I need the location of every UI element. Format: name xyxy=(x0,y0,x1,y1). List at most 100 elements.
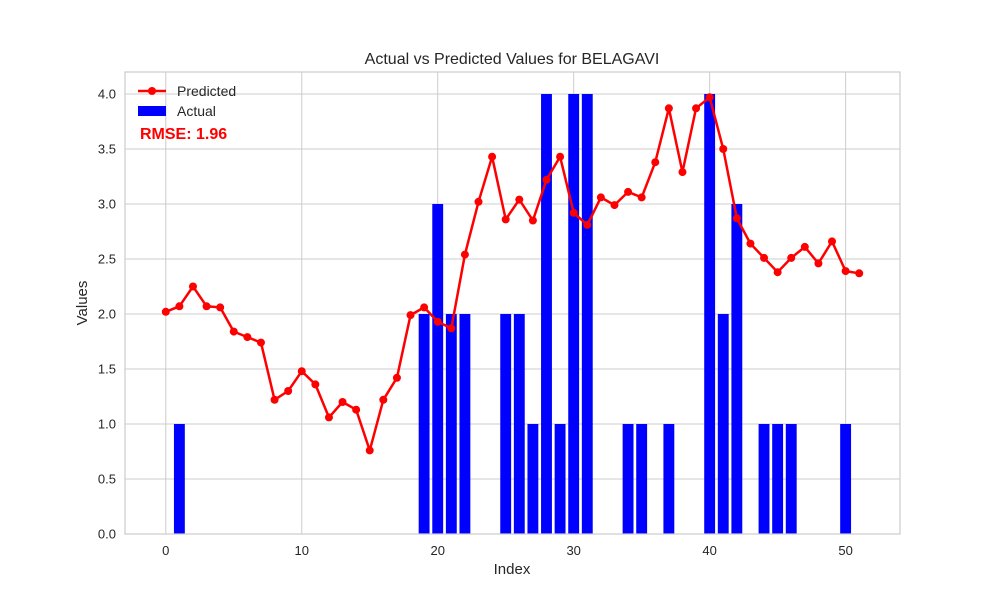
predicted-point xyxy=(488,152,497,161)
predicted-point xyxy=(447,324,456,333)
predicted-point xyxy=(732,214,741,223)
predicted-line xyxy=(161,93,864,455)
legend-predicted-marker xyxy=(148,87,156,95)
predicted-point xyxy=(556,152,565,161)
predicted-point xyxy=(705,93,714,102)
predicted-point xyxy=(433,317,442,326)
grid xyxy=(125,72,900,535)
y-tick-label: 3.0 xyxy=(98,197,116,212)
predicted-point xyxy=(746,239,755,248)
predicted-point xyxy=(664,104,673,113)
predicted-point xyxy=(719,145,728,153)
y-tick-label: 3.5 xyxy=(98,142,116,157)
predicted-point xyxy=(841,267,850,276)
x-tick-label: 30 xyxy=(566,543,580,558)
predicted-point xyxy=(692,104,701,113)
predicted-series-line xyxy=(165,96,860,452)
actual-bar xyxy=(622,424,634,534)
legend-predicted-label: Predicted xyxy=(177,83,236,99)
predicted-point xyxy=(216,303,225,312)
legend-actual-label: Actual xyxy=(177,103,216,119)
actual-bar xyxy=(717,314,729,534)
predicted-point xyxy=(365,446,374,455)
actual-bar xyxy=(704,94,716,534)
predicted-point xyxy=(760,253,769,262)
actual-bar xyxy=(541,94,552,534)
actual-bar xyxy=(173,424,185,534)
predicted-point xyxy=(528,216,537,225)
predicted-point xyxy=(515,195,524,204)
predicted-point xyxy=(284,387,293,395)
plot-frame xyxy=(124,71,901,535)
predicted-point xyxy=(270,395,279,404)
predicted-point xyxy=(175,302,184,311)
predicted-point xyxy=(311,380,320,389)
actual-bar xyxy=(554,424,566,534)
y-tick-label: 0.0 xyxy=(98,527,116,542)
y-tick-label: 0.5 xyxy=(98,472,116,487)
plot-background xyxy=(125,72,900,534)
actual-bar xyxy=(663,424,675,534)
y-tick-label: 4.0 xyxy=(98,87,116,102)
predicted-point xyxy=(501,215,510,224)
predicted-point xyxy=(773,268,782,277)
rmse-annotation: RMSE: 1.96 xyxy=(140,126,227,143)
y-ticks: 0.0 0.5 1.0 1.5 2.0 2.5 3.0 3.5 4.0 xyxy=(98,87,116,542)
predicted-point xyxy=(324,413,333,422)
y-tick-label: 1.0 xyxy=(98,417,116,432)
predicted-point xyxy=(855,269,864,278)
x-tick-label: 20 xyxy=(430,543,444,558)
legend: Predicted Actual xyxy=(138,83,236,119)
actual-bar xyxy=(500,314,512,534)
actual-bar xyxy=(418,314,430,534)
predicted-point xyxy=(161,307,170,316)
actual-bar xyxy=(840,424,852,534)
predicted-point xyxy=(460,250,469,259)
predicted-point xyxy=(678,168,687,177)
y-tick-label: 2.5 xyxy=(98,252,116,267)
actual-bar xyxy=(445,314,457,534)
predicted-point xyxy=(338,398,347,406)
predicted-point xyxy=(569,208,578,217)
predicted-point xyxy=(814,259,823,268)
predicted-point xyxy=(787,253,796,262)
actual-bar xyxy=(432,204,444,534)
predicted-point xyxy=(297,367,306,376)
actual-bar xyxy=(772,424,784,534)
predicted-point xyxy=(651,158,660,167)
predicted-point xyxy=(202,302,211,311)
chart-title: Actual vs Predicted Values for BELAGAVI xyxy=(365,51,660,68)
x-tick-label: 40 xyxy=(702,543,716,558)
actual-bar xyxy=(785,424,797,534)
actual-bar xyxy=(527,424,539,534)
predicted-point xyxy=(800,242,809,251)
actual-bar xyxy=(731,204,743,534)
predicted-point xyxy=(637,193,646,202)
predicted-point xyxy=(406,311,415,320)
x-tick-label: 0 xyxy=(162,543,169,558)
predicted-point xyxy=(420,303,429,312)
predicted-point xyxy=(542,175,551,184)
predicted-point xyxy=(188,282,197,291)
predicted-point xyxy=(624,187,633,196)
predicted-point xyxy=(596,193,605,202)
y-tick-label: 1.5 xyxy=(98,362,116,377)
actual-bar xyxy=(758,424,770,534)
actual-bar xyxy=(568,94,580,534)
predicted-point xyxy=(229,327,238,336)
predicted-point xyxy=(828,237,837,246)
actual-bars xyxy=(173,94,852,534)
actual-bar xyxy=(581,94,593,534)
actual-bar xyxy=(459,314,471,534)
y-tick-label: 2.0 xyxy=(98,307,116,322)
actual-bar xyxy=(636,424,648,534)
x-tick-label: 10 xyxy=(295,543,309,558)
x-ticks: 0 10 20 30 40 50 xyxy=(162,543,853,558)
y-axis-label: Values xyxy=(74,281,91,326)
predicted-point xyxy=(392,373,401,382)
predicted-point xyxy=(243,333,252,342)
predicted-point xyxy=(583,220,592,229)
predicted-point xyxy=(474,197,483,206)
x-tick-label: 50 xyxy=(838,543,852,558)
